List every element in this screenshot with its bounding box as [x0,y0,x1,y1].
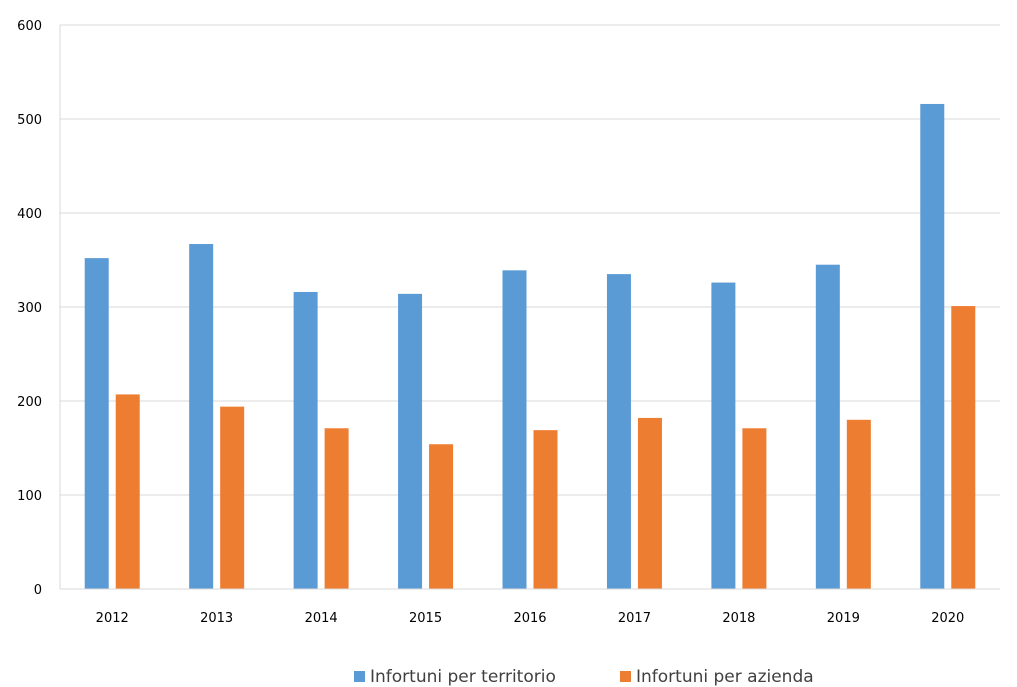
x-tick-label: 2016 [513,611,546,626]
x-tick-label: 2018 [722,611,755,626]
bar-territorio-2020 [920,103,945,590]
axes [59,25,1000,590]
bar-azienda-2018 [742,428,767,589]
y-tick-label: 100 [17,489,42,504]
bar-azienda-2020 [951,306,976,589]
y-tick-label: 500 [17,113,42,128]
y-tick-label: 200 [17,395,42,410]
x-tick-labels: 2012 2013 2014 2015 2016 2017 2018 2019 2020 [96,611,965,626]
bar-azienda-2012 [115,394,140,589]
y-tick-label: 400 [17,207,42,222]
legend-swatch-territorio [354,671,365,682]
x-tick-label: 2015 [409,611,442,626]
bar-territorio-2018 [711,282,736,589]
bar-territorio-2016 [502,270,527,589]
x-tick-label: 2019 [827,611,860,626]
bar-azienda-2017 [637,417,662,589]
legend-swatch-azienda [620,671,631,682]
bar-azienda-2019 [846,419,871,589]
legend-label-territorio: Infortuni per territorio [370,667,556,687]
y-tick-label: 300 [17,301,42,316]
bars [84,103,976,590]
bar-azienda-2015 [429,444,454,589]
bar-azienda-2016 [533,430,558,589]
bar-azienda-2013 [220,406,245,589]
x-tick-label: 2020 [931,611,964,626]
x-tick-label: 2014 [305,611,338,626]
bar-azienda-2014 [324,428,349,589]
y-tick-label: 600 [17,19,42,34]
bar-territorio-2015 [398,293,423,589]
bar-territorio-2013 [189,244,214,589]
x-tick-label: 2013 [200,611,233,626]
y-tick-labels: 0 100 200 300 400 500 600 [17,19,42,598]
gridlines [60,24,1000,496]
x-tick-label: 2017 [618,611,651,626]
x-tick-label: 2012 [96,611,129,626]
bar-territorio-2019 [815,264,840,589]
legend-label-azienda: Infortuni per azienda [636,667,814,687]
bar-territorio-2014 [293,291,318,589]
legend: Infortuni per territorio Infortuni per az… [354,667,814,687]
y-tick-label: 0 [34,583,42,598]
bar-territorio-2012 [84,258,109,589]
bar-territorio-2017 [606,274,631,589]
